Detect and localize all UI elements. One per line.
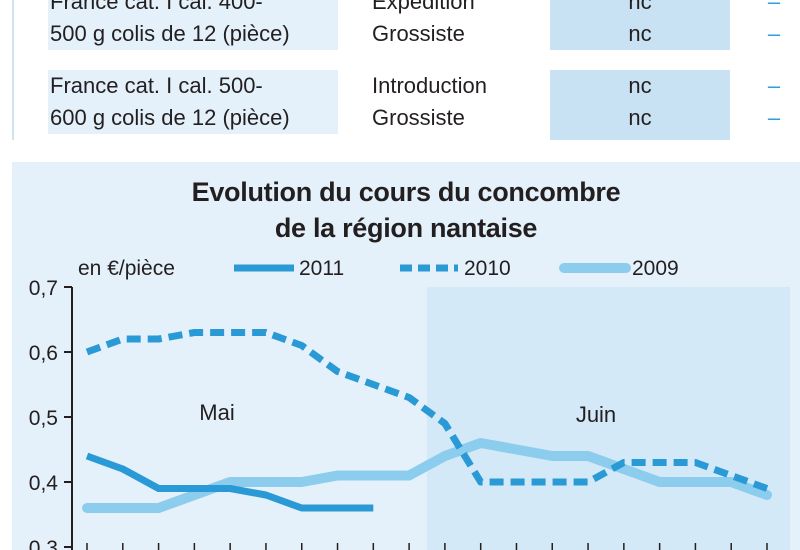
- legend-label-2011: 2011: [299, 257, 344, 280]
- table-row-2-variation-line-2: –: [767, 105, 781, 130]
- table-row-1-variation-line-1: –: [767, 0, 781, 14]
- period-label-mai: Mai: [199, 400, 234, 425]
- table-row-1-product: France cat. I cal. 400- 500 g colis de 1…: [48, 0, 338, 50]
- table-row-1-stage-line-2: Grossiste: [372, 21, 465, 46]
- y-tick-label: 0,5: [29, 407, 58, 430]
- period-label-juin: Juin: [576, 402, 616, 427]
- table-row-1-price: nc nc: [550, 0, 730, 50]
- legend-label-2009: 2009: [632, 257, 679, 280]
- y-axis-ticks: 0,3 0,4 0,5 0,6 0,7: [29, 277, 72, 550]
- chart-title: Evolution du cours du concombre de la ré…: [12, 174, 800, 246]
- table-row-2-variation-line-1: –: [767, 73, 781, 98]
- table-row-1-variation: – –: [744, 0, 800, 50]
- table-row-2-price: nc nc: [550, 70, 730, 134]
- legend: 2011 2010 2009: [234, 257, 679, 280]
- table-row-2-variation: – –: [744, 70, 800, 134]
- series-line-2010: [85, 329, 769, 492]
- table-row-2-stage-line-1: Introduction: [372, 73, 487, 98]
- row-separator: [48, 50, 800, 70]
- series-layer: [82, 329, 772, 513]
- table-row-1-price-line-1: nc: [628, 0, 652, 14]
- price-table: France cat. I cal. 400- 500 g colis de 1…: [12, 0, 800, 140]
- chart-title-line-2: de la région nantaise: [274, 213, 538, 243]
- june-period-background: [427, 287, 790, 550]
- table-row-2-stage: Introduction Grossiste: [372, 70, 562, 134]
- table-row-1-price-line-2: nc: [628, 21, 652, 46]
- table-row-1-variation-line-2: –: [767, 21, 781, 46]
- x-axis-ticks: [86, 543, 768, 550]
- table-row-2-product: France cat. I cal. 500- 600 g colis de 1…: [48, 70, 338, 134]
- chart-title-line-1: Evolution du cours du concombre: [191, 177, 621, 207]
- table-row-1-stage-line-1: Expédition: [372, 0, 475, 14]
- legend-label-2010: 2010: [464, 257, 511, 280]
- table-row-2-price-line-2: nc: [628, 105, 652, 130]
- table-row-1-stage: Expédition Grossiste: [372, 0, 562, 50]
- price-column-background: [550, 0, 730, 140]
- y-tick-label: 0,7: [29, 277, 58, 300]
- y-axis-label: en €/pièce: [78, 257, 175, 280]
- y-tick-label: 0,4: [29, 472, 59, 495]
- table-row-2-price-line-1: nc: [628, 73, 652, 98]
- table-row-2-stage-line-2: Grossiste: [372, 105, 465, 130]
- table-row-1-product-line-2: 500 g colis de 12 (pièce): [50, 21, 290, 46]
- y-tick-label: 0,6: [29, 342, 58, 365]
- series-line-2009: [82, 438, 772, 513]
- chart-panel: Evolution du cours du concombre de la ré…: [12, 162, 800, 550]
- line-chart: 0,3 0,4 0,5 0,6 0,7 Mai Juin en €/pièce 2011…: [29, 257, 790, 550]
- table-row-1-product-line-1: France cat. I cal. 400-: [50, 0, 263, 14]
- table-row-2-product-line-2: 600 g colis de 12 (pièce): [50, 105, 290, 130]
- y-tick-label: 0,3: [29, 537, 58, 550]
- table-row-2-product-line-1: France cat. I cal. 500-: [50, 73, 263, 98]
